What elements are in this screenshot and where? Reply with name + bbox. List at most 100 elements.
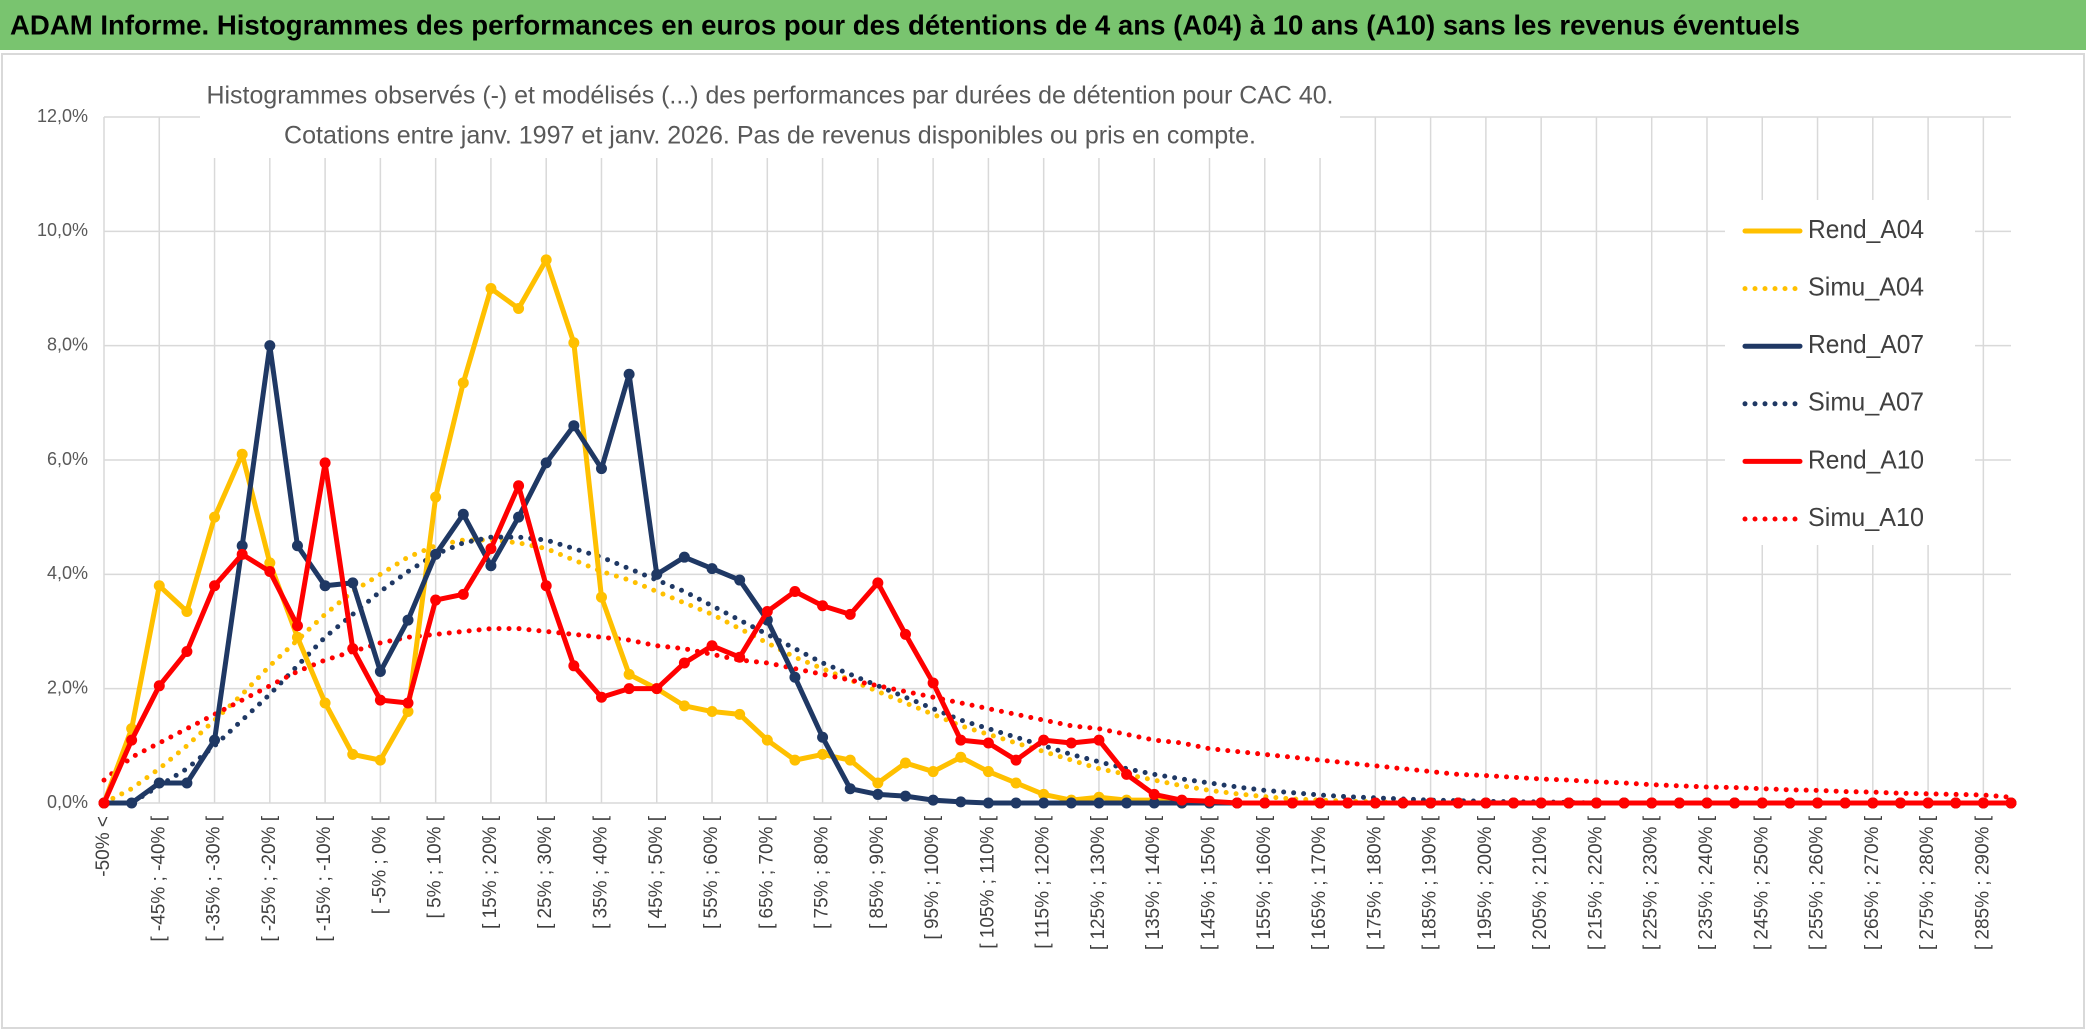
data-point xyxy=(568,420,580,432)
data-point xyxy=(264,565,276,577)
data-point xyxy=(1369,797,1381,809)
data-point xyxy=(319,697,331,709)
data-point xyxy=(1065,797,1077,809)
data-point xyxy=(899,790,911,802)
x-tick-label: [ 35% ; 40% [ xyxy=(590,815,611,929)
legend-label: Rend_A04 xyxy=(1808,214,1924,244)
data-point xyxy=(568,660,580,672)
y-tick-label: 2,0% xyxy=(47,677,88,697)
data-point xyxy=(1729,797,1741,809)
x-tick-label: [ 205% ; 210% [ xyxy=(1530,815,1551,950)
data-point xyxy=(347,643,359,655)
data-point xyxy=(1646,797,1658,809)
data-point xyxy=(291,540,303,552)
data-point xyxy=(678,657,690,669)
series-line xyxy=(101,460,2014,806)
x-tick-label: [ -5% ; 0% [ xyxy=(369,815,390,914)
data-point xyxy=(1894,797,1906,809)
data-point xyxy=(1839,797,1851,809)
x-tick-label: [ 145% ; 150% [ xyxy=(1199,815,1220,950)
legend-label: Simu_A04 xyxy=(1808,271,1924,301)
data-point xyxy=(1701,797,1713,809)
data-point xyxy=(209,580,221,592)
data-point xyxy=(789,671,801,683)
data-point xyxy=(236,540,248,552)
data-point xyxy=(706,640,718,652)
data-point xyxy=(955,796,967,808)
x-tick-label: [ 225% ; 230% [ xyxy=(1641,815,1662,950)
data-point xyxy=(1204,795,1216,807)
x-tick-label: [ 55% ; 60% [ xyxy=(701,815,722,929)
x-tick-label: [ 85% ; 90% [ xyxy=(867,815,888,929)
x-tick-label: [ 195% ; 200% [ xyxy=(1475,815,1496,950)
data-point xyxy=(595,691,607,703)
x-tick-label: [ 165% ; 170% [ xyxy=(1309,815,1330,950)
y-tick-label: 8,0% xyxy=(47,334,88,354)
y-tick-label: 12,0% xyxy=(37,106,88,126)
data-point xyxy=(1231,797,1243,809)
data-point xyxy=(1812,797,1824,809)
data-point xyxy=(236,548,248,560)
data-point xyxy=(485,560,497,572)
data-point xyxy=(982,797,994,809)
data-point xyxy=(899,628,911,640)
x-tick-label: [ 215% ; 220% [ xyxy=(1585,815,1606,950)
data-point xyxy=(402,697,414,709)
data-point xyxy=(457,377,469,389)
legend-box xyxy=(1725,200,1975,545)
x-tick-label: [ 135% ; 140% [ xyxy=(1143,815,1164,950)
x-tick-label: [ 255% ; 260% [ xyxy=(1807,815,1828,950)
data-point xyxy=(430,491,442,503)
data-point xyxy=(651,568,663,580)
data-point xyxy=(1922,797,1934,809)
x-tick-label: [ 25% ; 30% [ xyxy=(535,815,556,929)
data-point xyxy=(1065,737,1077,749)
data-point xyxy=(513,480,525,492)
data-point xyxy=(595,463,607,475)
series-line xyxy=(101,626,2014,800)
data-point xyxy=(264,340,276,352)
data-point xyxy=(927,794,939,806)
data-point xyxy=(291,620,303,632)
x-tick-label: [ 5% ; 10% [ xyxy=(425,815,446,918)
data-point xyxy=(319,457,331,469)
data-point xyxy=(872,777,884,789)
data-point xyxy=(291,631,303,643)
data-point xyxy=(98,797,110,809)
data-point xyxy=(789,754,801,766)
data-point xyxy=(623,368,635,380)
y-tick-label: 0,0% xyxy=(47,792,88,812)
legend-label: Simu_A10 xyxy=(1808,502,1924,532)
subtitle: Cotations entre janv. 1997 et janv. 2026… xyxy=(284,122,1256,150)
x-tick-label: [ 125% ; 130% [ xyxy=(1088,815,1109,950)
data-point xyxy=(651,683,663,695)
data-point xyxy=(1286,797,1298,809)
data-point xyxy=(761,605,773,617)
data-point xyxy=(457,508,469,520)
data-point xyxy=(513,511,525,523)
data-point xyxy=(1038,734,1050,746)
data-point xyxy=(844,783,856,795)
data-point xyxy=(872,577,884,589)
data-point xyxy=(899,757,911,769)
data-point xyxy=(844,608,856,620)
data-point xyxy=(982,737,994,749)
data-point xyxy=(1010,754,1022,766)
subtitle-box xyxy=(200,78,1340,158)
data-point xyxy=(1563,797,1575,809)
data-point xyxy=(319,580,331,592)
x-tick-label: [ 65% ; 70% [ xyxy=(756,815,777,929)
data-point xyxy=(153,777,165,789)
data-point xyxy=(236,448,248,460)
data-point xyxy=(982,766,994,778)
data-point xyxy=(513,303,525,315)
data-point xyxy=(153,580,165,592)
data-point xyxy=(1038,788,1050,800)
data-point xyxy=(1452,797,1464,809)
x-tick-label: [ 285% ; 290% [ xyxy=(1972,815,1993,950)
data-point xyxy=(1010,797,1022,809)
data-point xyxy=(1010,777,1022,789)
subtitle: Histogrammes observés (-) et modélisés (… xyxy=(207,82,1334,110)
y-tick-label: 4,0% xyxy=(47,563,88,583)
data-point xyxy=(2005,797,2017,809)
